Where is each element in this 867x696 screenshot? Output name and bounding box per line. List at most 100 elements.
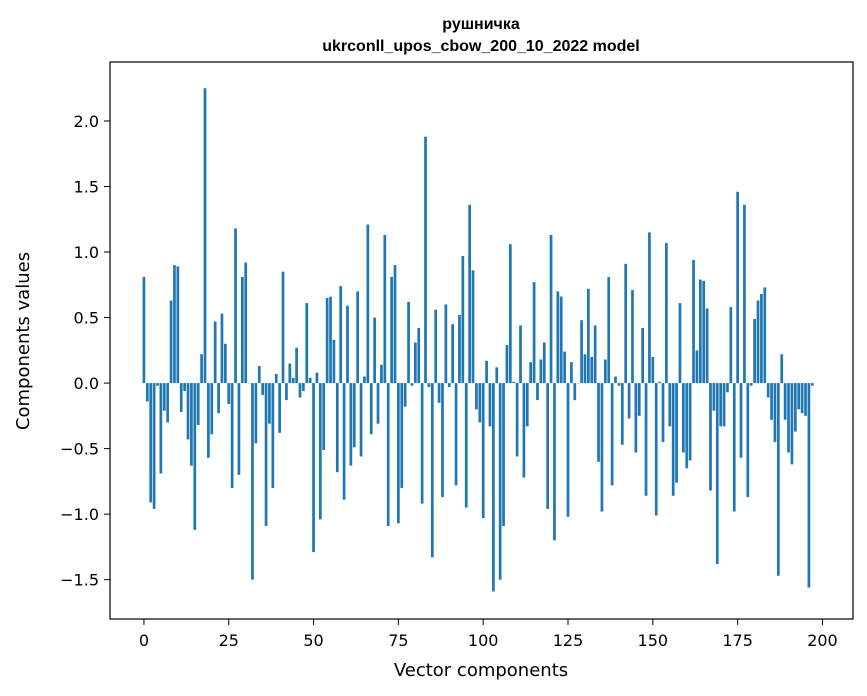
bar: [553, 383, 556, 541]
x-axis-ticks: 0 25 50 75 100 125 150 175 200: [139, 619, 838, 650]
bar: [587, 288, 590, 384]
bar: [223, 343, 227, 384]
bar: [268, 383, 271, 424]
bar: [458, 314, 461, 384]
bar: [200, 354, 203, 384]
bar: [278, 383, 281, 433]
bar: [230, 383, 234, 488]
bar: [240, 276, 244, 384]
bar: [430, 383, 434, 558]
bar: [709, 383, 712, 491]
bar: [651, 356, 655, 384]
bar: [593, 325, 597, 384]
bar: [753, 318, 756, 384]
bar: [546, 383, 550, 509]
bar: [295, 347, 298, 384]
bar: [149, 383, 153, 503]
bar: [393, 265, 397, 384]
bar: [777, 383, 780, 576]
bar: [397, 383, 400, 524]
y-axis-label: Components values: [13, 252, 34, 430]
bar: [658, 381, 661, 384]
bar: [780, 354, 784, 384]
bar: [298, 383, 302, 398]
bar: [308, 377, 312, 384]
bar: [525, 383, 529, 427]
bar: [580, 320, 583, 384]
bar: [661, 383, 665, 443]
x-tick-label: 175: [722, 631, 753, 650]
bar: [770, 383, 773, 420]
bar: [478, 383, 482, 423]
bar: [665, 242, 668, 384]
bar: [302, 383, 305, 391]
bar: [671, 383, 675, 496]
bar: [471, 270, 475, 384]
bar: [427, 383, 431, 388]
bar: [237, 383, 241, 475]
y-axis-ticks: −1.5 −1.0 −0.5 0.0 0.5 1.0 1.5 2.0: [60, 112, 110, 590]
bar: [390, 276, 393, 384]
bar: [207, 383, 210, 458]
bar: [570, 362, 573, 384]
bar: [715, 383, 719, 564]
bar: [213, 321, 217, 384]
bar: [495, 367, 499, 384]
x-tick-label: 75: [388, 631, 408, 650]
bar: [614, 376, 617, 384]
bars-group: [142, 88, 814, 592]
bar: [529, 362, 533, 384]
bar: [193, 383, 197, 530]
bar: [285, 383, 288, 401]
bar: [451, 324, 455, 384]
bar: [756, 300, 760, 384]
bar: [346, 305, 349, 384]
bar: [210, 383, 214, 435]
bar: [461, 255, 465, 384]
bar: [264, 383, 268, 526]
bar: [607, 276, 611, 384]
bar: [179, 383, 183, 412]
y-tick-label: −0.5: [60, 440, 99, 459]
bar: [804, 383, 807, 416]
bar: [145, 383, 149, 402]
bar: [695, 350, 699, 384]
x-axis-label: Vector components: [394, 660, 568, 681]
bar: [468, 204, 471, 384]
chart-subtitle: ukrconll_upos_cbow_200_10_2022 model: [322, 38, 639, 55]
x-tick-label: 0: [139, 631, 149, 650]
bar: [583, 354, 587, 384]
bar: [312, 383, 315, 553]
bar: [227, 383, 231, 405]
bar: [383, 235, 387, 384]
bar: [542, 342, 546, 384]
y-tick-label: 2.0: [74, 112, 99, 131]
bar: [810, 383, 814, 386]
bar: [271, 383, 275, 488]
bar: [512, 381, 516, 384]
bar: [217, 383, 220, 414]
bar: [631, 290, 634, 384]
bar: [549, 235, 553, 384]
bar: [403, 383, 407, 407]
bar: [766, 383, 770, 398]
bar: [732, 383, 736, 512]
bar: [244, 262, 248, 384]
y-tick-label: −1.0: [60, 505, 99, 524]
bar: [186, 383, 190, 440]
bar: [641, 328, 645, 384]
bar: [413, 342, 417, 384]
bar: [698, 279, 702, 384]
bar: [407, 301, 410, 384]
bar: [627, 383, 631, 419]
bar: [783, 383, 787, 420]
bar: [600, 383, 604, 512]
bar: [807, 383, 811, 588]
bar: [678, 303, 682, 384]
bar: [152, 383, 156, 509]
y-tick-label: 1.0: [74, 243, 99, 262]
bar: [359, 383, 363, 457]
bar: [682, 383, 685, 453]
bar: [400, 383, 404, 488]
